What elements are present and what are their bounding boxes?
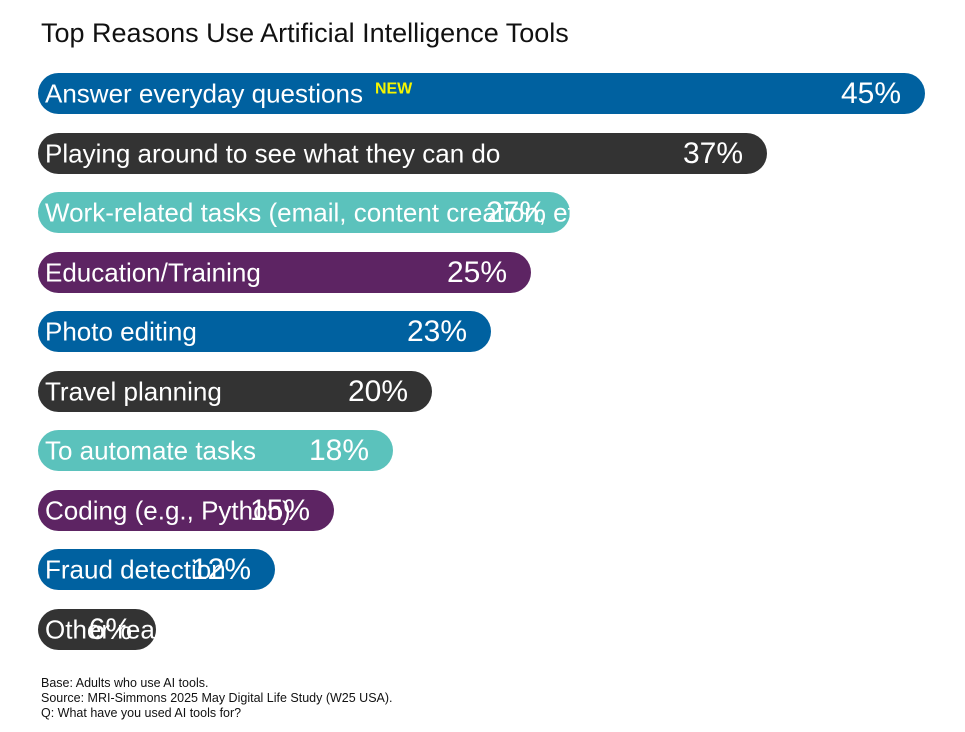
bar-label: Fraud detection [45,554,226,584]
bar-1: Answer everyday questions NEW 45% [38,73,925,114]
chart-title: Top Reasons Use Artificial Intelligence … [41,18,569,48]
bar-value-label: 27% [485,195,546,229]
bar-label: Education/Training [45,257,261,287]
bar-value-label: 20% [347,374,408,408]
bar-9: Fraud detection 12% [38,549,275,590]
bar-4: Education/Training 25% [38,252,531,293]
bar-label: To automate tasks [45,435,256,465]
bar-label: Playing around to see what they can do [45,138,501,168]
bar-7: To automate tasks 18% [38,430,393,471]
footnotes: Base: Adults who use AI tools. Source: M… [41,676,393,721]
bar-6: Travel planning 20% [38,371,432,412]
bar-value-label: 37% [682,136,743,170]
bar-value-label: 6% [88,612,132,646]
bar-5: Photo editing 23% [38,311,491,352]
bar-label: Travel planning [45,376,222,406]
bar-value-label: 18% [308,433,369,467]
bar-2: Playing around to see what they can do 37… [38,133,767,174]
bar-value-label: 12% [190,552,251,586]
bar-label: Work-related tasks (email, content creat… [45,197,604,227]
bar-value-label: 23% [406,314,467,348]
footnote-question: Q: What have you used AI tools for? [41,706,242,720]
bar-label: Other reason [45,614,197,644]
bar-value-label: 45% [840,76,901,110]
footnote-source: Source: MRI-Simmons 2025 May Digital Lif… [41,691,393,705]
new-badge: NEW [374,80,413,97]
bar-label: Photo editing [45,316,197,346]
bar-label: Coding (e.g., Python) [45,495,291,525]
bar-8: Coding (e.g., Python) 15% [38,490,334,531]
bar-10: Other reason 6% [38,609,197,650]
footnote-base: Base: Adults who use AI tools. [41,676,209,690]
bar-3: Work-related tasks (email, content creat… [38,192,604,233]
bar-value-label: 15% [249,493,310,527]
bar-label: Answer everyday questions NEW [45,78,413,108]
bar-value-label: 25% [446,255,507,289]
